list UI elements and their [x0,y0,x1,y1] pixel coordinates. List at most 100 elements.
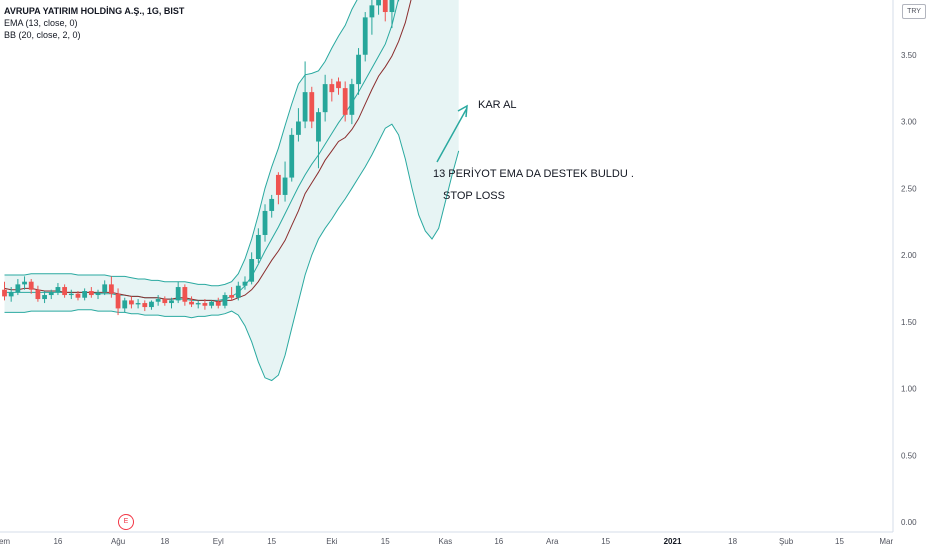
candle-body [115,293,121,309]
candle-body [296,121,301,135]
candle-body [175,287,181,301]
x-tick-label: Eyl [213,537,224,546]
candle-body [362,17,368,55]
candle-body [215,301,221,306]
candle-body [28,281,34,290]
candle-body [255,234,261,260]
x-tick-label: 16 [53,537,62,546]
y-tick-label: 3.00 [901,118,917,127]
candle-body [82,291,88,298]
candle-body [342,88,348,115]
candle-body [75,293,81,298]
candle-body [309,92,315,122]
x-tick-label: Kas [438,537,452,546]
candle-body [95,292,101,296]
x-tick-label: 15 [267,537,276,546]
candle-body [202,303,208,306]
bb-lower-line [4,123,460,382]
candle-body [249,259,255,282]
x-tick-label: Ağu [111,537,125,546]
candle-body [108,284,114,294]
candle-body [269,198,275,211]
candle-body [329,84,335,93]
candle-body [229,295,235,298]
candle-body [88,291,94,296]
candle-body [35,289,41,300]
candle-body [169,300,174,304]
candle-body [322,84,328,113]
candle-body [8,292,14,297]
x-tick-label: 15 [381,537,390,546]
candle-body [162,299,168,304]
ema-line [4,0,412,303]
candle-body [189,301,194,305]
candle-body [356,54,361,85]
candle-body [369,5,375,18]
candle-body [68,293,74,296]
x-tick-label: 2021 [664,537,682,546]
candle-body [195,303,201,305]
x-tick-label: 15 [601,537,610,546]
target-arrow [436,107,468,163]
candle-body [155,299,161,302]
candle-body [376,0,381,6]
candle-body [122,300,128,309]
candle-body [209,301,214,306]
candle-body [55,287,61,293]
y-tick-label: 0.50 [901,451,917,460]
candle-body [302,92,308,122]
annotation-text: 13 PERİYOT EMA DA DESTEK BULDU . [433,167,634,180]
candle-body [2,289,7,297]
candle-body [135,303,141,305]
chart-legend: AVRUPA YATIRIM HOLDİNG A.Ş., 1G, BIST EM… [4,5,184,41]
candle-body [149,301,154,308]
x-tick-label: Ara [546,537,559,546]
y-tick-label: 2.50 [901,184,917,193]
candle-body [15,284,21,293]
y-tick-label: 1.00 [901,385,917,394]
x-tick-label: 16 [494,537,503,546]
candle-body [42,295,47,300]
x-tick-label: 18 [160,537,169,546]
candle-body [389,0,395,13]
bb-fill [4,0,459,381]
annotation-text: KAR AL [478,99,517,111]
candle-body [282,177,288,195]
candle-body [48,292,54,296]
candle-body [316,112,321,142]
legend-ema[interactable]: EMA (13, close, 0) [4,18,78,28]
candle-body [275,174,281,195]
candle-body [382,0,388,13]
x-tick-label: em [0,537,10,546]
y-tick-label: 2.00 [901,251,917,260]
candle-body [242,281,248,286]
candle-body [129,300,134,305]
candle-body [262,210,268,235]
candle-body [222,295,228,306]
x-tick-label: 18 [728,537,737,546]
candle-body [182,287,188,302]
candle-body [289,134,295,178]
legend-symbol-title[interactable]: AVRUPA YATIRIM HOLDİNG A.Ş., 1G, BIST [4,6,185,16]
candle-body [102,284,108,293]
y-tick-label: 1.50 [901,318,917,327]
legend-bb[interactable]: BB (20, close, 2, 0) [4,30,81,40]
x-tick-label: Mar [879,537,893,546]
x-tick-label: 15 [835,537,844,546]
candle-body [62,287,68,296]
candle-body [336,81,341,89]
bb-upper-line [4,0,358,287]
target-arrow-head [457,104,468,118]
x-tick-label: Eki [326,537,337,546]
y-tick-label: 3.50 [901,51,917,60]
y-tick-label: 0.00 [901,518,917,527]
candle-body [235,285,241,298]
candle-body [142,303,148,308]
earnings-marker[interactable]: E [118,514,134,530]
annotation-text: STOP LOSS [443,190,505,202]
candle-body [349,84,355,115]
candle-body [22,281,27,285]
x-tick-label: Şub [779,537,794,546]
currency-button[interactable]: TRY [902,4,926,19]
